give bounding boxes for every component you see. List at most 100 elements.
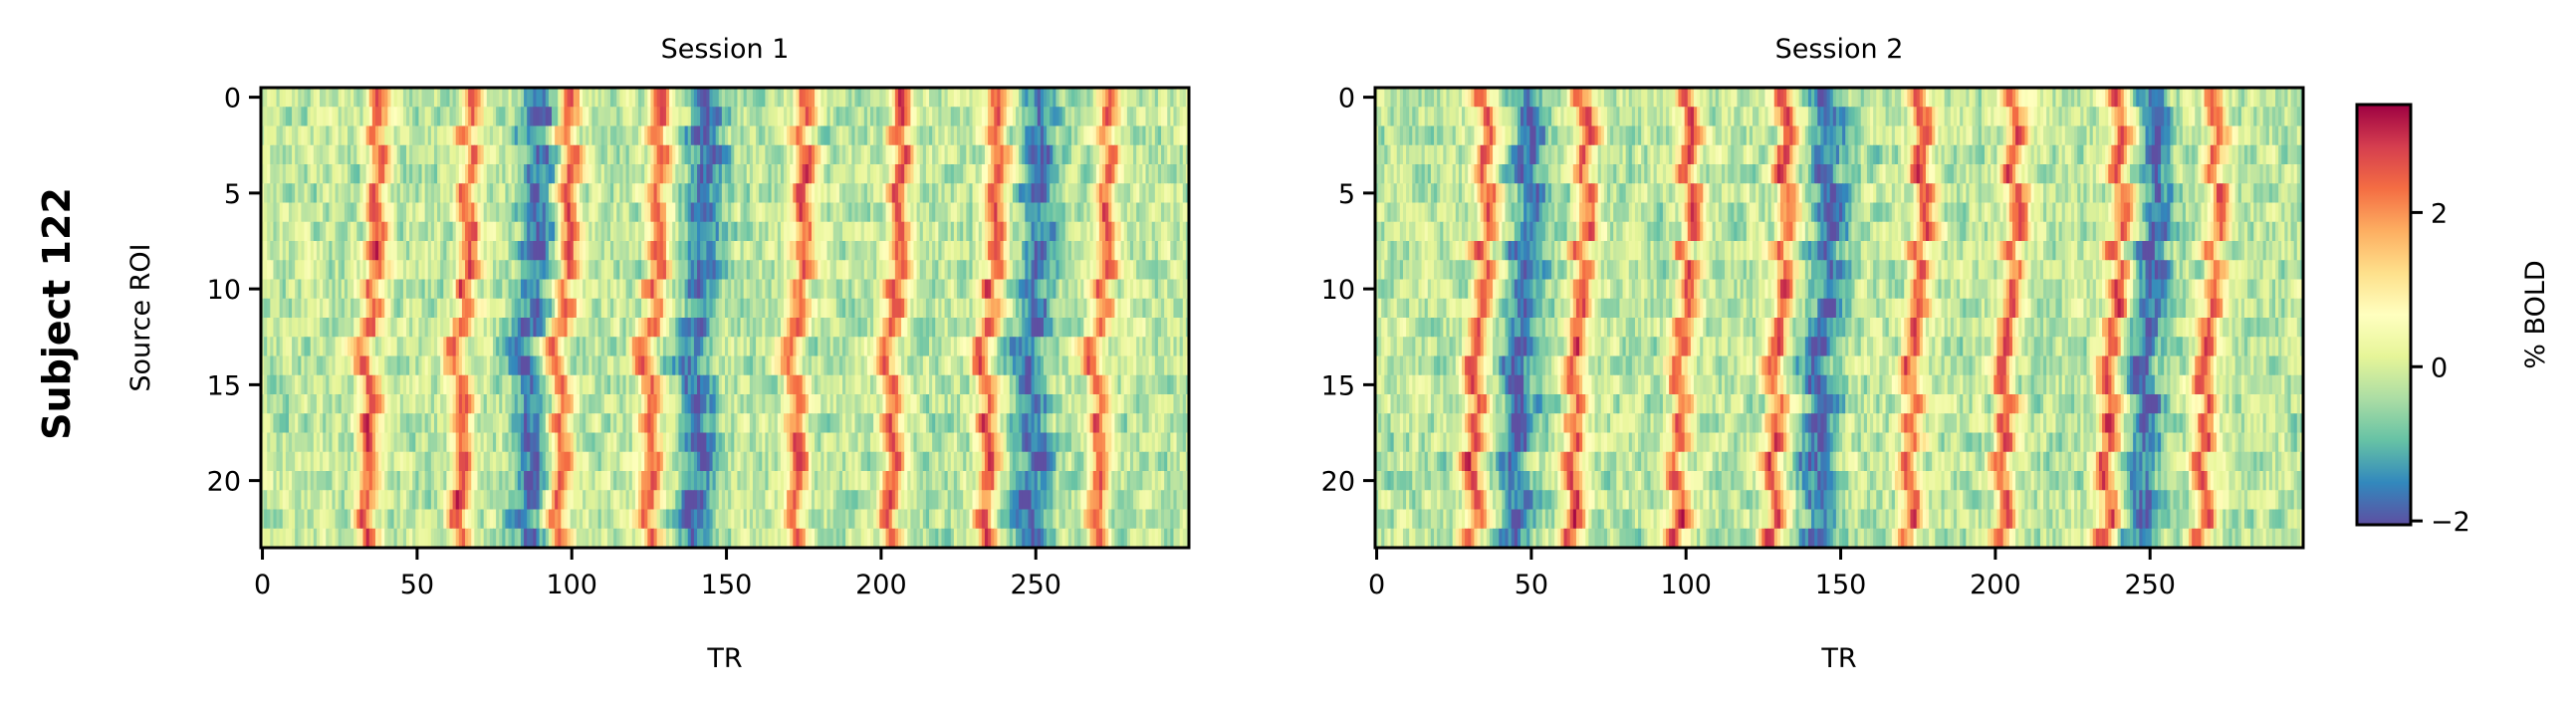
heatmap-cell xyxy=(273,221,278,242)
heatmap-cell xyxy=(1022,107,1026,127)
heatmap-cell xyxy=(437,107,441,127)
heatmap-cell xyxy=(826,88,831,108)
heatmap-cell xyxy=(616,221,620,242)
heatmap-cell xyxy=(749,241,754,261)
heatmap-cell xyxy=(1028,202,1033,223)
heatmap-cell xyxy=(1167,107,1171,127)
heatmap-cell xyxy=(768,202,773,223)
heatmap-cell xyxy=(613,164,617,184)
heatmap-cell xyxy=(811,183,816,204)
heatmap-cell xyxy=(530,88,534,108)
heatmap-cell xyxy=(564,279,569,300)
heatmap-cell xyxy=(301,260,306,281)
heatmap-cell xyxy=(808,202,813,223)
heatmap-cell xyxy=(480,202,485,223)
heatmap-cell xyxy=(301,183,306,204)
heatmap-cell xyxy=(316,279,321,300)
heatmap-cell xyxy=(873,221,877,242)
heatmap-cell xyxy=(329,183,334,204)
heatmap-cell xyxy=(1012,183,1017,204)
heatmap-cell xyxy=(276,125,281,146)
heatmap-cell xyxy=(536,260,541,281)
heatmap-cell xyxy=(320,279,324,300)
heatmap-cell xyxy=(374,183,379,204)
heatmap-cell xyxy=(1098,221,1103,242)
heatmap-cell xyxy=(938,125,943,146)
heatmap-cell xyxy=(756,279,760,300)
heatmap-cell xyxy=(752,241,757,261)
heatmap-cell xyxy=(1161,221,1165,242)
heatmap-cell xyxy=(520,88,525,108)
heatmap-cell xyxy=(988,260,992,281)
heatmap-cell xyxy=(381,221,385,242)
heatmap-cell xyxy=(1170,221,1175,242)
heatmap-cell xyxy=(771,88,776,108)
heatmap-cell xyxy=(276,164,281,184)
heatmap-cell xyxy=(496,164,500,184)
heatmap-cell xyxy=(631,279,636,300)
heatmap-cell xyxy=(583,241,586,261)
heatmap-cell xyxy=(359,107,364,127)
heatmap-cell xyxy=(493,241,497,261)
heatmap-cell xyxy=(749,260,754,281)
heatmap-cell xyxy=(597,125,602,146)
heatmap-cell xyxy=(313,260,318,281)
heatmap-cell xyxy=(1043,144,1048,165)
heatmap-cell xyxy=(969,202,974,223)
heatmap-cell xyxy=(784,183,788,204)
heatmap-cell xyxy=(734,241,739,261)
heatmap-cell xyxy=(502,279,507,300)
heatmap-cell xyxy=(863,107,868,127)
heatmap-cell xyxy=(994,241,998,261)
heatmap-cell xyxy=(697,260,701,281)
heatmap-cell xyxy=(418,107,423,127)
heatmap-cell xyxy=(752,88,757,108)
heatmap-cell xyxy=(960,88,964,108)
heatmap-cell xyxy=(583,164,586,184)
heatmap-cell xyxy=(845,241,849,261)
heatmap-cell xyxy=(1167,144,1171,165)
heatmap-cell xyxy=(514,183,519,204)
heatmap-cell xyxy=(548,241,553,261)
heatmap-cell xyxy=(520,183,525,204)
heatmap-cell xyxy=(362,183,367,204)
heatmap-cell xyxy=(362,260,367,281)
heatmap-cell xyxy=(835,88,840,108)
heatmap-cell xyxy=(793,260,798,281)
heatmap-cell xyxy=(273,144,278,165)
heatmap-cell xyxy=(415,88,420,108)
heatmap-cell xyxy=(610,241,614,261)
heatmap-cell xyxy=(851,183,856,204)
heatmap-cell xyxy=(815,107,819,127)
heatmap-cell xyxy=(910,221,915,242)
heatmap-cell xyxy=(1055,144,1060,165)
heatmap-cell xyxy=(675,202,679,223)
heatmap-cell xyxy=(1182,125,1187,146)
heatmap-cell xyxy=(365,241,370,261)
heatmap-cell xyxy=(653,88,658,108)
heatmap-cell xyxy=(706,221,711,242)
heatmap-cell xyxy=(823,144,828,165)
heatmap-cell xyxy=(1070,202,1075,223)
heatmap-cell xyxy=(845,260,849,281)
heatmap-cell xyxy=(1058,107,1063,127)
heatmap-cell xyxy=(505,183,510,204)
heatmap-cell xyxy=(835,125,840,146)
heatmap-cell xyxy=(768,183,773,204)
heatmap-cell xyxy=(749,107,754,127)
heatmap-cell xyxy=(703,107,707,127)
heatmap-cell xyxy=(780,260,785,281)
heatmap-cell xyxy=(777,183,782,204)
heatmap-cell xyxy=(647,164,652,184)
heatmap-cell xyxy=(347,202,351,223)
heatmap-cell xyxy=(517,260,522,281)
heatmap-cell xyxy=(347,164,351,184)
heatmap-cell xyxy=(832,241,837,261)
heatmap-cell xyxy=(796,125,801,146)
heatmap-cell xyxy=(659,183,664,204)
heatmap-cell xyxy=(483,183,488,204)
heatmap-cell xyxy=(474,88,479,108)
heatmap-cell xyxy=(756,241,760,261)
heatmap-cell xyxy=(1012,260,1017,281)
heatmap-cell xyxy=(854,241,859,261)
